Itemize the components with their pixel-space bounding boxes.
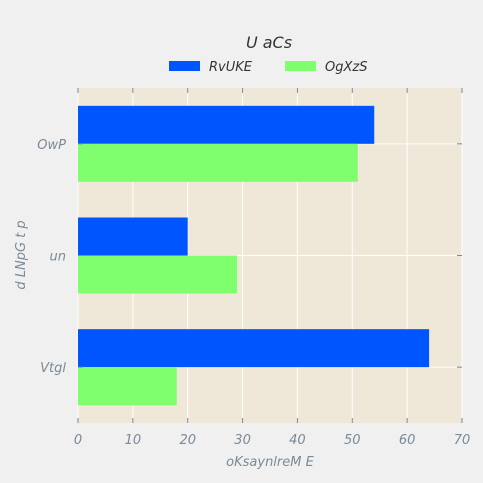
bar-series-2-Vtgl [78,367,177,406]
y-tick-label: un [50,250,66,265]
x-tick-labels: 0 10 20 30 40 50 60 70 [74,433,470,448]
bars [78,105,430,406]
y-axis-label: d LNpG t p [14,220,29,289]
x-tick-label: 40 [289,433,306,448]
x-tick-label: 20 [179,433,196,448]
y-tick-label: OwP [37,138,66,153]
x-tick-label: 60 [399,433,416,448]
bar-series-1-un [78,217,188,256]
y-tick-labels: OwP un Vtgl [37,138,66,376]
legend-swatch-series-2 [285,61,316,71]
x-tick-label: 10 [125,433,142,448]
legend-label-series-1: RvUKE [209,60,253,75]
bar-series-2-un [78,255,238,294]
chart-title: U aCs [246,33,292,52]
y-tick-label: Vtgl [40,361,66,376]
x-axis-label: oKsaynlreM E [226,455,314,470]
x-tick-label: 30 [234,433,251,448]
bar-series-1-Vtgl [78,329,430,368]
x-tick-label: 70 [454,433,471,448]
legend-label-series-2: OgXzS [325,60,367,75]
x-tick-label: 50 [344,433,361,448]
legend-swatch-series-1 [169,61,200,71]
bar-series-2-OwP [78,143,358,182]
legend: RvUKE OgXzS [169,60,367,75]
bar-series-1-OwP [78,105,375,144]
x-tick-label: 0 [74,433,82,448]
tick-marks [77,88,463,423]
